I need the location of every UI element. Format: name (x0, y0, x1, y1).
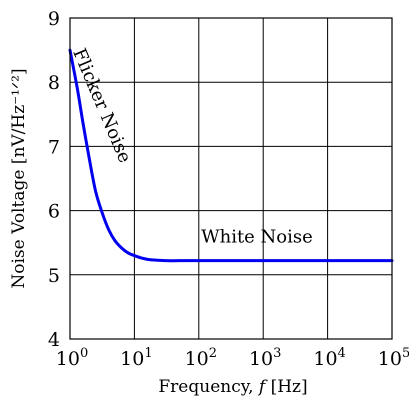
x-tick-exponent: 5 (402, 346, 409, 361)
x-tick-base: 10 (120, 348, 144, 370)
series-layer (68, 48, 394, 263)
x-tick-exponent: 0 (80, 346, 88, 361)
x-axis-label: Frequency, f [Hz] (158, 377, 307, 397)
x-tick-exponent: 3 (273, 346, 281, 361)
y-tick-label: 8 (48, 72, 60, 94)
x-tick-label: 101 (120, 346, 152, 370)
y-tick-label: 9 (48, 8, 60, 30)
x-tick-base: 10 (313, 348, 337, 370)
x-tick-base: 10 (185, 348, 209, 370)
x-tick-exponent: 4 (338, 346, 346, 361)
x-tick-label: 103 (249, 346, 281, 370)
x-tick-base: 10 (249, 348, 273, 370)
x-tick-exponent: 2 (209, 346, 217, 361)
grid (69, 17, 393, 340)
plot-frame (69, 17, 393, 340)
x-tick-label: 102 (185, 346, 217, 370)
x-tick-label: 104 (313, 346, 345, 370)
x-tick-exponent: 1 (144, 346, 152, 361)
white-noise-label: White Noise (201, 227, 313, 248)
x-tick-label: 100 (56, 346, 88, 370)
x-tick-base: 10 (378, 348, 402, 370)
y-tick-label: 6 (48, 201, 60, 223)
noise-curve (68, 48, 394, 263)
x-tick-base: 10 (56, 348, 80, 370)
y-tick-label: 5 (48, 265, 60, 287)
y-tick-label: 4 (48, 329, 60, 351)
y-tick-label: 7 (48, 136, 60, 158)
y-axis-label: Noise Voltage [nV/Hz⁻¹ᐟ²] (9, 68, 29, 288)
x-tick-label: 105 (378, 346, 409, 370)
flicker-noise-label: Flicker Noise (68, 45, 135, 166)
